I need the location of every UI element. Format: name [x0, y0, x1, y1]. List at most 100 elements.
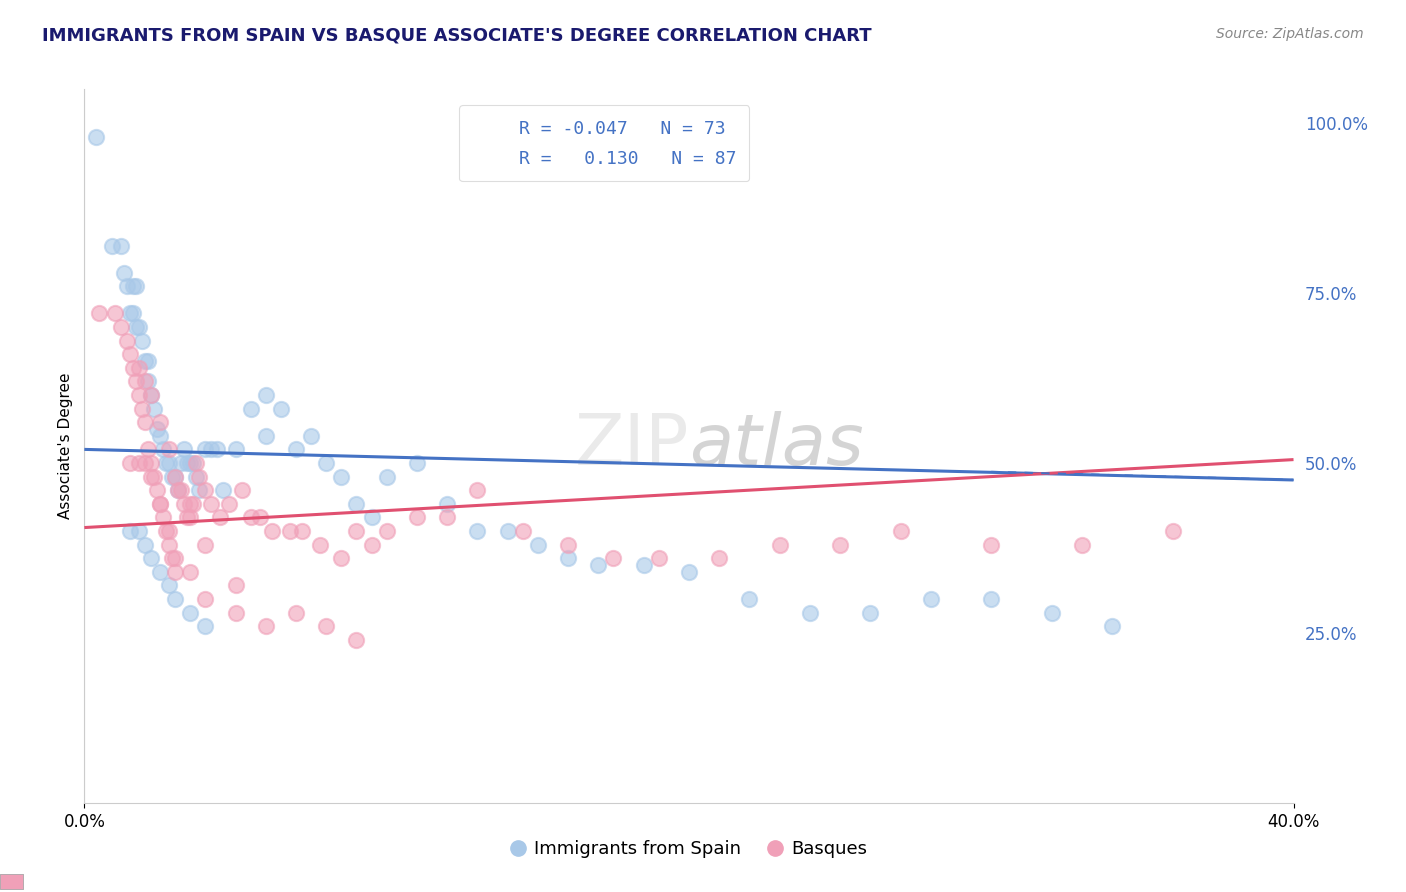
Point [146, 483, 169, 498]
Point [125, 320, 148, 334]
Point [186, 456, 208, 470]
Point [128, 320, 150, 334]
Point [157, 456, 180, 470]
Point [165, 551, 187, 566]
Point [648, 551, 671, 566]
Point [149, 497, 172, 511]
Point [181, 497, 204, 511]
Point [239, 510, 262, 524]
Point [769, 537, 792, 551]
Point [527, 537, 550, 551]
Point [375, 469, 398, 483]
Point [128, 524, 150, 538]
Point [181, 456, 204, 470]
Point [128, 360, 150, 375]
Point [146, 422, 169, 436]
Point [360, 510, 382, 524]
Point [173, 442, 195, 457]
Legend: Immigrants from Spain, Basques: Immigrants from Spain, Basques [503, 833, 875, 865]
Point [121, 306, 143, 320]
Point [136, 354, 159, 368]
Point [131, 334, 153, 348]
Point [709, 551, 731, 566]
Point [139, 388, 162, 402]
Point [207, 442, 229, 457]
Point [212, 483, 235, 498]
Point [157, 524, 180, 538]
Point [194, 442, 217, 457]
Point [200, 442, 222, 457]
Point [136, 442, 159, 457]
Point [165, 469, 187, 483]
Point [1040, 606, 1063, 620]
Point [152, 510, 174, 524]
Point [173, 497, 195, 511]
Point [633, 558, 655, 572]
Point [155, 456, 177, 470]
Point [260, 524, 283, 538]
Point [225, 606, 247, 620]
Text: IMMIGRANTS FROM SPAIN VS BASQUE ASSOCIATE'S DEGREE CORRELATION CHART: IMMIGRANTS FROM SPAIN VS BASQUE ASSOCIAT… [42, 27, 872, 45]
Y-axis label: Associate's Degree: Associate's Degree [58, 373, 73, 519]
Point [179, 565, 201, 579]
Point [557, 551, 579, 566]
Point [299, 429, 322, 443]
Point [194, 619, 217, 633]
Point [136, 375, 159, 389]
Point [225, 442, 247, 457]
Point [110, 238, 132, 252]
Point [436, 510, 458, 524]
Point [436, 497, 458, 511]
Point [110, 320, 132, 334]
Point [118, 306, 141, 320]
Point [89, 306, 111, 320]
Point [467, 483, 489, 498]
Point [249, 510, 271, 524]
Point [859, 606, 882, 620]
Point [346, 497, 368, 511]
Point [179, 606, 201, 620]
Point [231, 483, 253, 498]
Point [360, 537, 382, 551]
Point [194, 483, 217, 498]
Point [139, 469, 162, 483]
Point [270, 401, 292, 416]
Point [330, 551, 353, 566]
Point [890, 524, 912, 538]
Point [142, 469, 165, 483]
Point [121, 279, 143, 293]
Point [980, 537, 1002, 551]
Point [157, 578, 180, 592]
Point [496, 524, 519, 538]
Point [678, 565, 700, 579]
Point [149, 497, 172, 511]
Point [100, 238, 122, 252]
Point [278, 524, 301, 538]
Point [980, 591, 1002, 606]
Point [512, 524, 534, 538]
Point [346, 632, 368, 647]
Point [115, 334, 138, 348]
Point [134, 537, 156, 551]
Point [152, 442, 174, 457]
Point [149, 565, 172, 579]
Point [920, 591, 942, 606]
Point [118, 456, 141, 470]
Point [330, 469, 353, 483]
Point [155, 524, 177, 538]
Point [194, 537, 217, 551]
Point [134, 415, 156, 429]
Point [112, 266, 135, 280]
Point [285, 606, 308, 620]
Point [157, 537, 180, 551]
Point [149, 429, 172, 443]
Point [179, 497, 201, 511]
Point [254, 429, 277, 443]
Point [167, 483, 190, 498]
Point [239, 401, 262, 416]
Point [176, 456, 198, 470]
Point [285, 442, 308, 457]
Point [115, 279, 138, 293]
Point [557, 537, 579, 551]
Point [131, 401, 153, 416]
